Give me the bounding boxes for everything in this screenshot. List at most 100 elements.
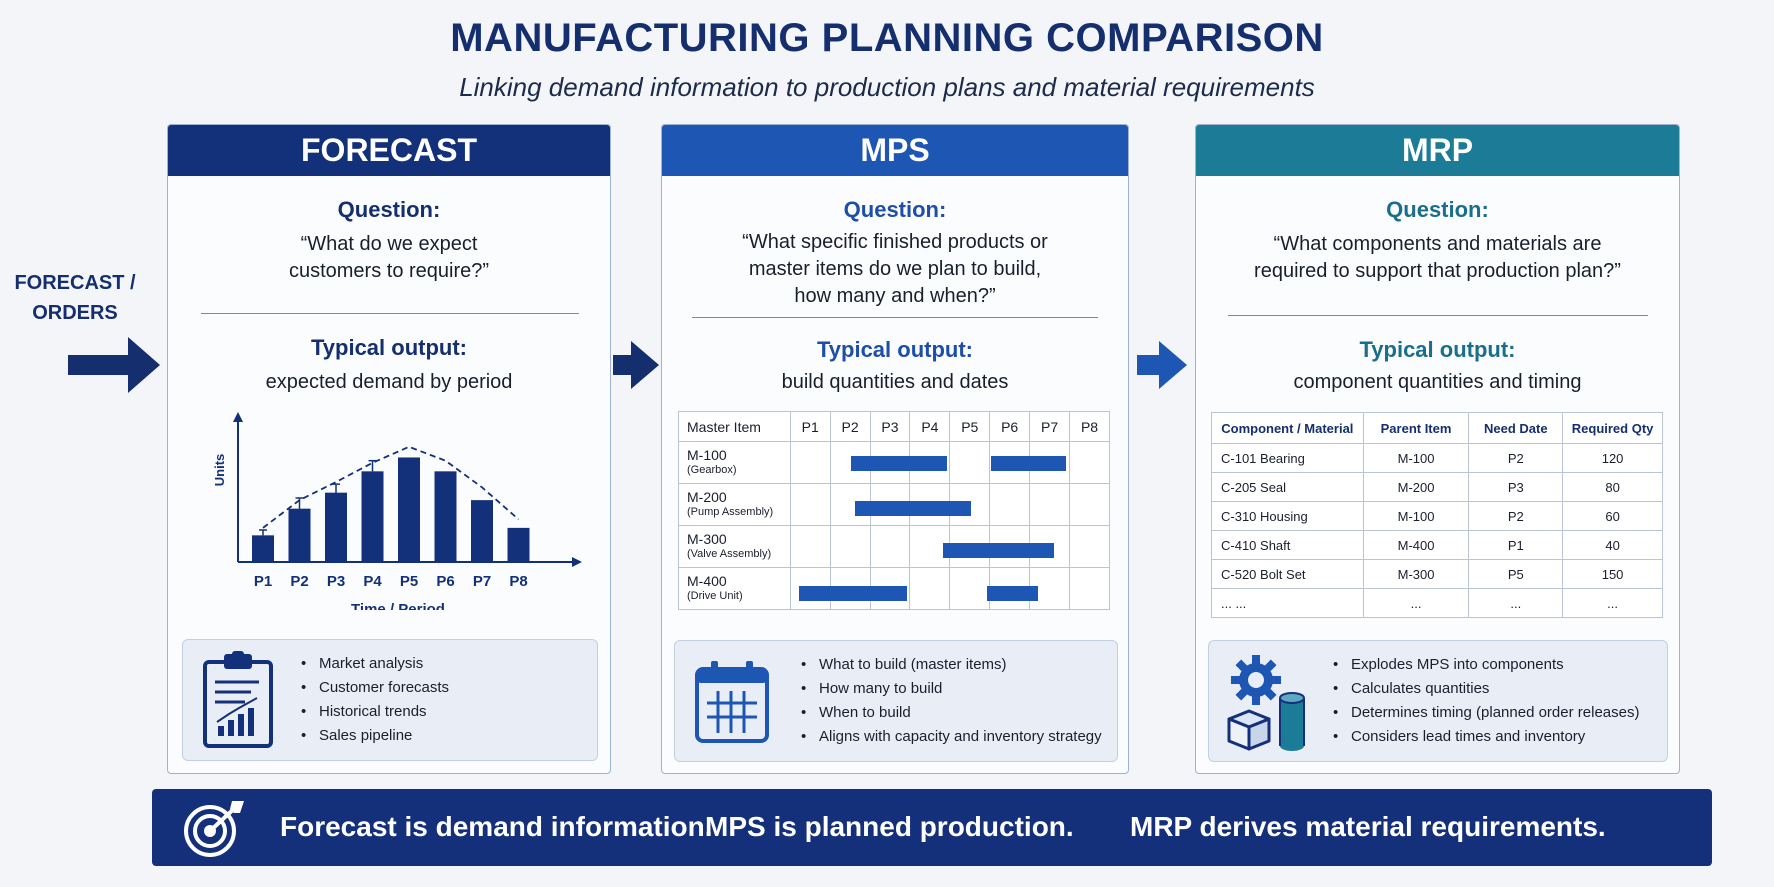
mps-question-line2: master items do we plan to build, — [748, 258, 1042, 280]
x-tick-label: P5 — [400, 573, 418, 590]
list-item: Aligns with capacity and inventory strat… — [801, 725, 1102, 749]
mps-header: MPS — [662, 125, 1128, 176]
footer-mrp-message: MRP derives material requirements. — [1130, 811, 1606, 842]
column-header: P7 — [1029, 411, 1070, 442]
column-header: P1 — [789, 411, 831, 442]
mps-schedule: Master Item P1 P2 P3 P4 P5 P6 P7 P8 M-10… — [678, 411, 1110, 611]
master-item-cell: M-100 (Gearbox) — [678, 441, 791, 484]
x-tick-label: P6 — [436, 573, 454, 590]
table-row: C-205 Seal M-200 P3 80 — [1211, 472, 1663, 502]
mrp-question-text: “What components and materials are requi… — [1206, 231, 1669, 285]
x-axis-label: Time / Period — [351, 601, 445, 610]
table-cell: ... ... — [1211, 588, 1364, 618]
mps-table-header: Master Item P1 P2 P3 P4 P5 P6 P7 P8 — [678, 411, 1110, 442]
list-item: Determines timing (planned order release… — [1333, 701, 1639, 725]
footer-mps-message: MPS is planned production. — [705, 811, 1074, 842]
table-row: C-101 Bearing M-100 P2 120 — [1211, 443, 1663, 473]
mrp-panel: MRP Question: “What components and mater… — [1195, 124, 1680, 774]
table-cell: P5 — [1468, 559, 1564, 589]
table-cell: 40 — [1562, 530, 1663, 560]
mrp-question-label: Question: — [1386, 197, 1489, 222]
table-cell: P3 — [1468, 472, 1564, 502]
item-code: M-400 — [687, 572, 727, 589]
x-tick-label: P8 — [509, 573, 527, 590]
table-row: M-200 (Pump Assembly) — [678, 483, 1110, 526]
column-header: P6 — [989, 411, 1031, 442]
mrp-question-line1: “What components and materials are — [1273, 233, 1602, 255]
mps-table: Master Item P1 P2 P3 P4 P5 P6 P7 P8 M-10… — [678, 411, 1110, 610]
table-cell: M-200 — [1362, 472, 1470, 502]
demand-bar — [252, 535, 274, 562]
table-cell: C-205 Seal — [1211, 472, 1364, 502]
table-row: C-520 Bolt Set M-300 P5 150 — [1211, 559, 1663, 589]
table-cell: 120 — [1562, 443, 1663, 473]
item-description: (Pump Assembly) — [687, 505, 774, 518]
y-axis-label: Units — [212, 454, 227, 487]
mrp-header: MRP — [1196, 125, 1679, 176]
mrp-question-line2: required to support that production plan… — [1254, 260, 1621, 282]
input-arrow — [68, 337, 160, 393]
mrp-bullet-box: Explodes MPS into components Calculates … — [1208, 640, 1668, 762]
mps-bullets: What to build (master items) How many to… — [801, 653, 1102, 749]
input-label-line1: FORECAST / — [14, 272, 136, 294]
column-header: P8 — [1069, 411, 1110, 442]
cylinder-icon — [1279, 692, 1305, 751]
table-row: ... ... ... ... ... — [1211, 588, 1663, 618]
item-code: M-100 — [687, 446, 727, 463]
forecast-bullets: Market analysis Customer forecasts Histo… — [301, 652, 449, 748]
table-cell: M-100 — [1362, 501, 1470, 531]
list-item: What to build (master items) — [801, 653, 1102, 677]
demand-bar — [507, 527, 530, 562]
list-item: Considers lead times and inventory — [1333, 725, 1639, 749]
list-item: Historical trends — [301, 700, 449, 724]
column-header: Required Qty — [1562, 412, 1663, 444]
table-cell: C-101 Bearing — [1211, 443, 1364, 473]
input-label: FORECAST / ORDERS — [10, 268, 140, 328]
forecast-divider — [201, 313, 579, 314]
calendar-icon — [695, 661, 769, 743]
mrp-table-header: Component / Material Parent Item Need Da… — [1211, 412, 1663, 444]
table-cell: M-300 — [1362, 559, 1470, 589]
table-row: C-310 Housing M-100 P2 60 — [1211, 501, 1663, 531]
table-row: C-410 Shaft M-400 P1 40 — [1211, 530, 1663, 560]
mps-question-line3: how many and when?” — [794, 285, 996, 307]
demand-chart: P1 P2 P3 P4 P5 P6 P7 P8 Time / Period Units — [212, 412, 582, 610]
mps-question-line1: “What specific finished products or — [742, 231, 1048, 253]
column-header: P5 — [949, 411, 991, 442]
mps-question-label: Question: — [843, 197, 947, 222]
mps-divider — [692, 317, 1098, 318]
mrp-divider — [1228, 315, 1648, 316]
forecast-panel: FORECAST Question: “What do we expect cu… — [167, 124, 611, 774]
mrp-output-text: component quantities and timing — [1293, 371, 1582, 393]
gear-icon — [1231, 655, 1281, 705]
page-title: MANUFACTURING PLANNING COMPARISON — [450, 16, 1324, 60]
mps-panel: MPS Question: “What specific finished pr… — [661, 124, 1129, 774]
demand-bar — [471, 500, 493, 562]
column-header: Need Date — [1468, 412, 1564, 444]
table-cell: C-520 Bolt Set — [1211, 559, 1364, 589]
column-header: P2 — [829, 411, 871, 442]
table-cell: ... — [1468, 588, 1564, 618]
forecast-question-text: “What do we expect customers to require?… — [178, 231, 600, 285]
column-header: P4 — [909, 411, 951, 442]
forecast-bullet-box: Market analysis Customer forecasts Histo… — [182, 639, 598, 761]
master-item-cell: M-300 (Valve Assembly) — [678, 525, 791, 568]
table-cell: M-400 — [1362, 530, 1470, 560]
forecast-question-line2: customers to require?” — [288, 260, 490, 282]
page-subtitle: Linking demand information to production… — [459, 72, 1315, 102]
item-description: (Valve Assembly) — [687, 547, 772, 560]
table-cell: 80 — [1562, 472, 1663, 502]
mps-output-text: build quantities and dates — [781, 371, 1009, 393]
demand-bar — [361, 471, 384, 562]
demand-bar — [398, 457, 420, 562]
forecast-output-label: Typical output: — [310, 335, 468, 360]
mps-to-mrp-arrow — [1137, 341, 1187, 389]
mps-bullet-box: What to build (master items) How many to… — [674, 640, 1118, 762]
column-header: Master Item — [678, 411, 791, 442]
master-item-cell: M-400 (Drive Unit) — [678, 567, 791, 610]
list-item: Market analysis — [301, 652, 449, 676]
forecast-question-label: Question: — [337, 197, 441, 222]
table-cell: 150 — [1562, 559, 1663, 589]
input-label-line2: ORDERS — [32, 302, 118, 324]
table-cell: C-410 Shaft — [1211, 530, 1364, 560]
